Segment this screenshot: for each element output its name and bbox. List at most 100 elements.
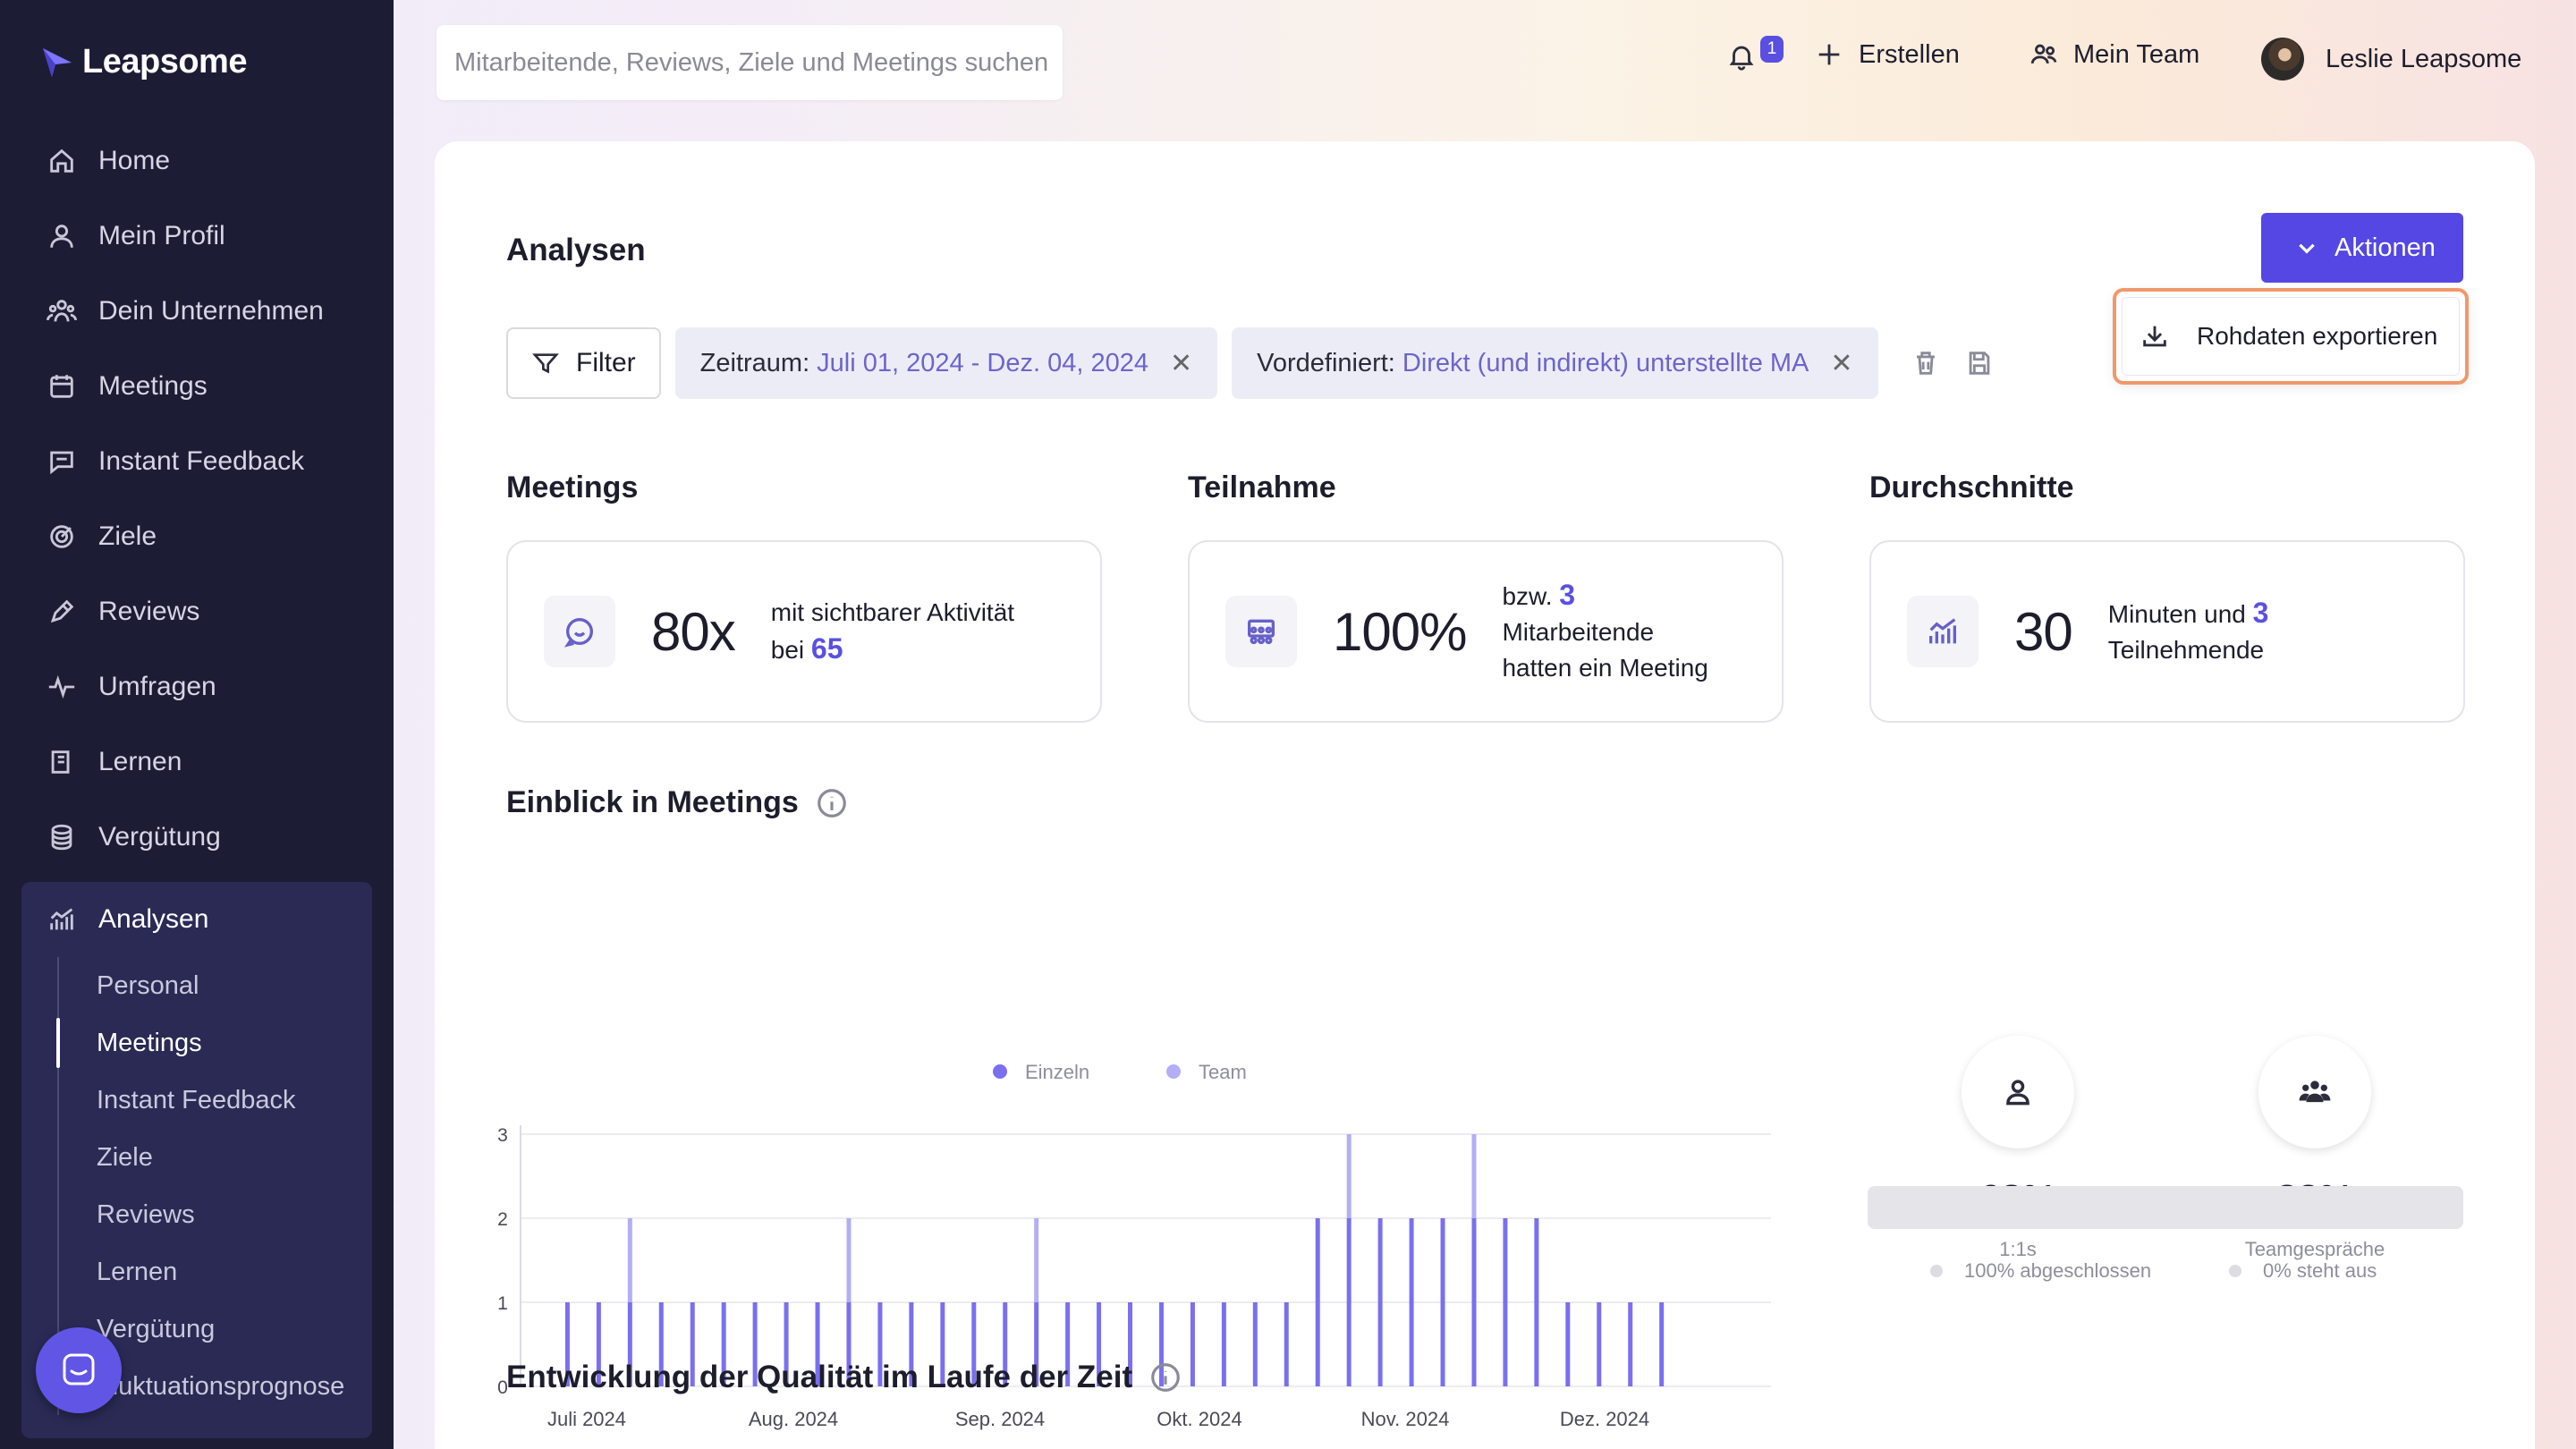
bar-einzeln [877, 1302, 883, 1386]
meetings-desc-line2: bei 65 [771, 631, 1014, 668]
avatar [2261, 38, 2304, 80]
bar-einzeln [1565, 1302, 1571, 1386]
bar-team [627, 1218, 632, 1302]
info-icon[interactable] [815, 786, 849, 820]
info-icon[interactable] [1148, 1360, 1182, 1394]
home-icon [50, 148, 73, 173]
create-button[interactable]: Erstellen [1814, 39, 1960, 70]
notifications-button[interactable]: 1 [1726, 36, 1784, 80]
brand-name: Leapsome [82, 43, 247, 80]
bar-team [846, 1218, 852, 1302]
close-icon[interactable]: ✕ [1169, 348, 1193, 378]
bar-einzeln [1346, 1218, 1352, 1386]
sidebar-item-label: Analysen [98, 904, 209, 934]
sidebar-item-reviews[interactable]: Reviews [21, 574, 372, 649]
sidebar-item-verg-tung[interactable]: Vergütung [21, 800, 372, 875]
chat-icon [50, 451, 73, 475]
ratio-icon-circle [1962, 1036, 2074, 1148]
bell-icon [1729, 46, 1754, 71]
team-meeting-label: Teamgespräche [2244, 1238, 2385, 1260]
chip-value: Juli 01, 2024 - Dez. 04, 2024 [817, 348, 1148, 377]
export-raw-data-menu-item[interactable]: Rohdaten exportieren [2116, 292, 2465, 381]
bar-einzeln [1158, 1302, 1164, 1386]
bar-einzeln [1409, 1218, 1414, 1386]
user-name: Leslie Leapsome [2326, 44, 2522, 73]
bar-einzeln [1065, 1302, 1071, 1386]
chip-key: Vordefiniert: [1257, 348, 1395, 377]
subnav-item-personal[interactable]: Personal [97, 971, 199, 1000]
main-card: Analysen Aktionen Rohdaten exportieren F… [435, 141, 2535, 1449]
sidebar-group-analysen: Analysen Personal Meetings Instant Feedback… [21, 882, 372, 1438]
predefined-chip[interactable]: Vordefiniert: Direkt (und indirekt) unte… [1232, 327, 1878, 399]
actions-button[interactable]: Aktionen [2261, 213, 2463, 283]
bar-einzeln [627, 1302, 632, 1386]
brand-logo[interactable]: Leapsome [39, 43, 247, 81]
close-icon[interactable]: ✕ [1830, 348, 1853, 378]
filter-button[interactable]: Filter [506, 327, 661, 399]
bar-einzeln [1221, 1302, 1226, 1386]
sidebar-item-home[interactable]: Home [21, 123, 372, 199]
analytics-icon [1907, 596, 1979, 667]
bar-einzeln [1315, 1218, 1320, 1386]
chat-icon [63, 1353, 95, 1385]
search-input[interactable] [454, 47, 1063, 78]
topbar-actions: 1 Erstellen Mein Team Leslie Leapsome [1708, 34, 2576, 89]
date-range-chip[interactable]: Zeitraum: Juli 01, 2024 - Dez. 04, 2024 … [674, 327, 1218, 399]
my-team-label: Mein Team [2073, 39, 2200, 69]
subnav-item-fluktuationsprognose[interactable]: Fluktuationsprognose [97, 1372, 345, 1401]
bar-einzeln [1659, 1302, 1665, 1386]
bar-einzeln [1097, 1302, 1102, 1386]
create-label: Erstellen [1859, 39, 1960, 69]
sidebar-item-label: Home [98, 146, 171, 175]
my-team-button[interactable]: Mein Team [2029, 39, 2199, 70]
sidebar-item-analysen[interactable]: Analysen [21, 882, 372, 957]
subnav-item-ziele[interactable]: Ziele [97, 1143, 153, 1172]
target-icon [50, 525, 73, 548]
bar-einzeln [690, 1302, 695, 1386]
participation-prefix: bzw. [1502, 582, 1553, 610]
averages-desc-line1: Minuten und 3 [2108, 595, 2269, 632]
notification-badge: 1 [1760, 36, 1784, 63]
averages-desc-line2: Teilnehmende [2107, 636, 2265, 664]
y-tick-label: 2 [497, 1209, 508, 1230]
sidebar-item-ziele[interactable]: Ziele [21, 499, 372, 574]
insight-heading: Einblick in Meetings [506, 785, 799, 819]
sidebar-item-dein-unternehmen[interactable]: Dein Unternehmen [21, 274, 372, 349]
download-icon [2143, 326, 2166, 347]
save-icon[interactable] [1964, 348, 1995, 378]
sidebar-item-instant-feedback[interactable]: Instant Feedback [21, 424, 372, 499]
bar-einzeln [784, 1302, 789, 1386]
sidebar-item-meetings[interactable]: Meetings [21, 349, 372, 424]
chip-key: Zeitraum: [699, 348, 810, 377]
user-menu-button[interactable]: Leslie Leapsome [2261, 38, 2521, 80]
bar-einzeln [1034, 1302, 1039, 1386]
team-icon [2030, 44, 2057, 64]
meetings-bar-chart: Einzeln Team 0 1 2 3 Juli 2024 Aug. 2024 Sep. 20… [488, 893, 1794, 1447]
subnav-item-meetings[interactable]: Meetings [56, 1014, 372, 1072]
meetings-stat-card: 80x mit sichtbarer Aktivität bei 65 [506, 540, 1102, 723]
progress-legend-completed: 100% abgeschlossen [1930, 1259, 2151, 1283]
participation-count: 3 [1559, 579, 1576, 611]
calendar-icon [50, 375, 73, 398]
bar-einzeln [596, 1302, 601, 1386]
sidebar: Leapsome Home Mein Profil Dein Unternehmen… [0, 0, 394, 1449]
subnav-item-reviews[interactable]: Reviews [97, 1200, 195, 1229]
completion-progress-bar [1868, 1186, 2463, 1229]
sidebar-item-mein-profil[interactable]: Mein Profil [21, 199, 372, 274]
progress-legend-pending: 0% steht aus [2229, 1259, 2377, 1283]
participation-desc-line1: bzw. 3 [1502, 577, 1707, 614]
ratio-icon-circle [2258, 1036, 2371, 1148]
subnav-item-lernen[interactable]: Lernen [97, 1258, 178, 1286]
subnav-item-instant-feedback[interactable]: Instant Feedback [97, 1086, 296, 1114]
sidebar-item-umfragen[interactable]: Umfragen [21, 649, 372, 724]
chat-launcher-button[interactable] [36, 1327, 122, 1413]
trash-icon[interactable] [1911, 348, 1941, 378]
global-search[interactable] [436, 25, 1063, 100]
legend-completed-label: 100% abgeschlossen [1964, 1259, 2152, 1282]
sidebar-item-lernen[interactable]: Lernen [21, 724, 372, 800]
group-icon [2299, 1080, 2331, 1103]
bar-einzeln [940, 1302, 945, 1386]
averages-prefix: Minuten und [2107, 600, 2246, 628]
sidebar-item-label: Mein Profil [98, 221, 225, 250]
subnav-item-verg-tung[interactable]: Vergütung [97, 1315, 216, 1343]
